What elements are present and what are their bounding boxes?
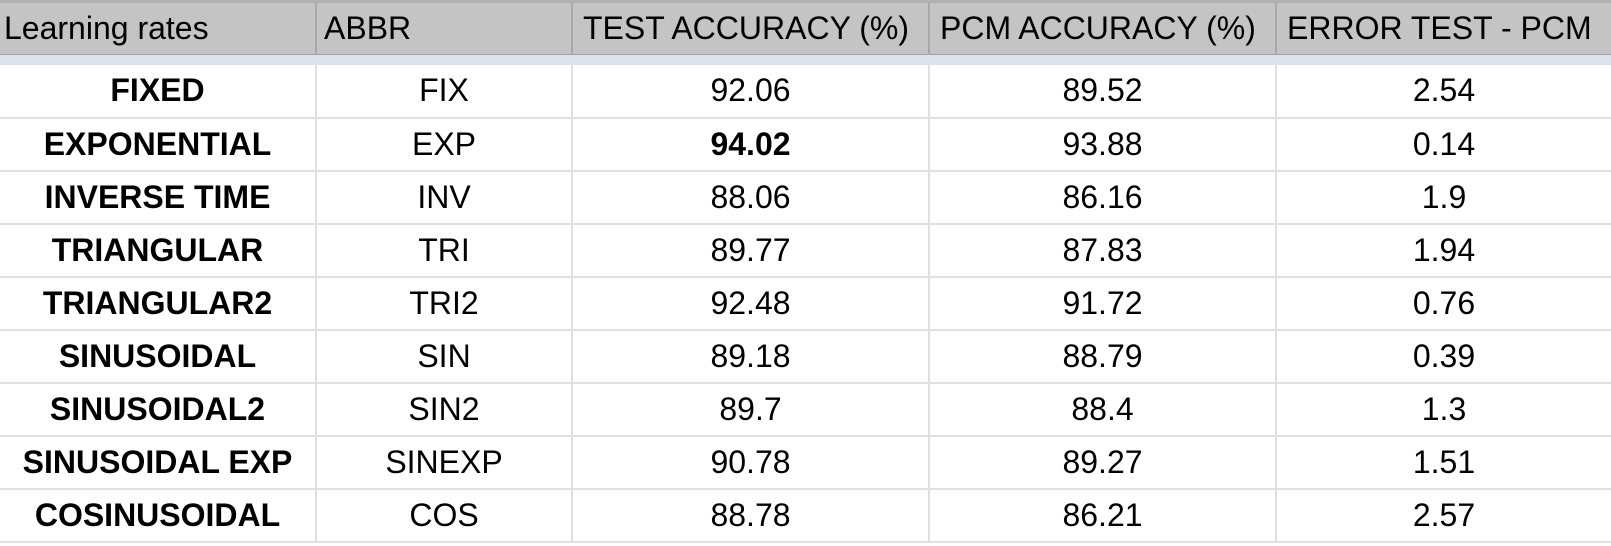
cell-abbr[interactable]: SIN2 bbox=[316, 382, 573, 437]
header-cell-pcm-accuracy[interactable]: PCM ACCURACY (%) bbox=[929, 0, 1277, 55]
cell-learning-rate[interactable]: FIXED bbox=[0, 64, 317, 119]
table-row: FIXED FIX 92.06 89.52 2.54 bbox=[0, 64, 1611, 119]
frozen-row-divider[interactable] bbox=[0, 54, 1611, 65]
cell-test-accuracy[interactable]: 92.06 bbox=[572, 64, 930, 119]
cell-pcm-accuracy[interactable]: 86.16 bbox=[929, 170, 1277, 225]
cell-learning-rate[interactable]: SINUSOIDAL2 bbox=[0, 382, 317, 437]
cell-abbr[interactable]: EXP bbox=[316, 117, 573, 172]
cell-test-accuracy[interactable]: 88.06 bbox=[572, 170, 930, 225]
table-row: SINUSOIDAL SIN 89.18 88.79 0.39 bbox=[0, 329, 1611, 384]
table-row: INVERSE TIME INV 88.06 86.16 1.9 bbox=[0, 170, 1611, 225]
cell-learning-rate[interactable]: COSINUSOIDAL bbox=[0, 488, 317, 543]
cell-test-accuracy[interactable]: 89.77 bbox=[572, 223, 930, 278]
cell-pcm-accuracy[interactable]: 89.27 bbox=[929, 435, 1277, 490]
cell-learning-rate[interactable]: TRIANGULAR2 bbox=[0, 276, 317, 331]
cell-learning-rate[interactable]: SINUSOIDAL EXP bbox=[0, 435, 317, 490]
cell-pcm-accuracy[interactable]: 88.79 bbox=[929, 329, 1277, 384]
table-row: TRIANGULAR2 TRI2 92.48 91.72 0.76 bbox=[0, 276, 1611, 331]
table-row: COSINUSOIDAL COS 88.78 86.21 2.57 bbox=[0, 488, 1611, 543]
cell-test-accuracy[interactable]: 89.7 bbox=[572, 382, 930, 437]
cell-abbr[interactable]: INV bbox=[316, 170, 573, 225]
cell-error-test-pcm[interactable]: 1.94 bbox=[1276, 223, 1611, 278]
cell-learning-rate[interactable]: TRIANGULAR bbox=[0, 223, 317, 278]
cell-pcm-accuracy[interactable]: 88.4 bbox=[929, 382, 1277, 437]
header-cell-test-accuracy[interactable]: TEST ACCURACY (%) bbox=[572, 0, 930, 55]
header-row: Learning rates ABBR TEST ACCURACY (%) PC… bbox=[0, 0, 1611, 55]
cell-test-accuracy[interactable]: 94.02 bbox=[572, 117, 930, 172]
cell-error-test-pcm[interactable]: 2.54 bbox=[1276, 64, 1611, 119]
cell-test-accuracy[interactable]: 89.18 bbox=[572, 329, 930, 384]
cell-pcm-accuracy[interactable]: 86.21 bbox=[929, 488, 1277, 543]
header-cell-abbr[interactable]: ABBR bbox=[316, 0, 573, 55]
cell-error-test-pcm[interactable]: 1.51 bbox=[1276, 435, 1611, 490]
cell-error-test-pcm[interactable]: 2.57 bbox=[1276, 488, 1611, 543]
cell-learning-rate[interactable]: EXPONENTIAL bbox=[0, 117, 317, 172]
cell-pcm-accuracy[interactable]: 93.88 bbox=[929, 117, 1277, 172]
table-row: SINUSOIDAL EXP SINEXP 90.78 89.27 1.51 bbox=[0, 435, 1611, 490]
cell-error-test-pcm[interactable]: 0.14 bbox=[1276, 117, 1611, 172]
cell-abbr[interactable]: TRI bbox=[316, 223, 573, 278]
cell-abbr[interactable]: TRI2 bbox=[316, 276, 573, 331]
table-row: SINUSOIDAL2 SIN2 89.7 88.4 1.3 bbox=[0, 382, 1611, 437]
cell-abbr[interactable]: FIX bbox=[316, 64, 573, 119]
cell-learning-rate[interactable]: INVERSE TIME bbox=[0, 170, 317, 225]
cell-test-accuracy[interactable]: 88.78 bbox=[572, 488, 930, 543]
cell-test-accuracy[interactable]: 92.48 bbox=[572, 276, 930, 331]
table-row: TRIANGULAR TRI 89.77 87.83 1.94 bbox=[0, 223, 1611, 278]
cell-pcm-accuracy[interactable]: 91.72 bbox=[929, 276, 1277, 331]
cell-test-accuracy[interactable]: 90.78 bbox=[572, 435, 930, 490]
cell-pcm-accuracy[interactable]: 87.83 bbox=[929, 223, 1277, 278]
cell-error-test-pcm[interactable]: 0.76 bbox=[1276, 276, 1611, 331]
table-row: EXPONENTIAL EXP 94.02 93.88 0.14 bbox=[0, 117, 1611, 172]
header-cell-error-test-pcm[interactable]: ERROR TEST - PCM bbox=[1276, 0, 1611, 55]
cell-abbr[interactable]: SINEXP bbox=[316, 435, 573, 490]
table-body: FIXED FIX 92.06 89.52 2.54 EXPONENTIAL EXP 94.0… bbox=[0, 64, 1611, 543]
cell-learning-rate[interactable]: SINUSOIDAL bbox=[0, 329, 317, 384]
cell-error-test-pcm[interactable]: 1.9 bbox=[1276, 170, 1611, 225]
cell-error-test-pcm[interactable]: 0.39 bbox=[1276, 329, 1611, 384]
cell-abbr[interactable]: SIN bbox=[316, 329, 573, 384]
cell-error-test-pcm[interactable]: 1.3 bbox=[1276, 382, 1611, 437]
cell-abbr[interactable]: COS bbox=[316, 488, 573, 543]
cell-pcm-accuracy[interactable]: 89.52 bbox=[929, 64, 1277, 119]
header-cell-learning-rates[interactable]: Learning rates bbox=[0, 0, 317, 55]
